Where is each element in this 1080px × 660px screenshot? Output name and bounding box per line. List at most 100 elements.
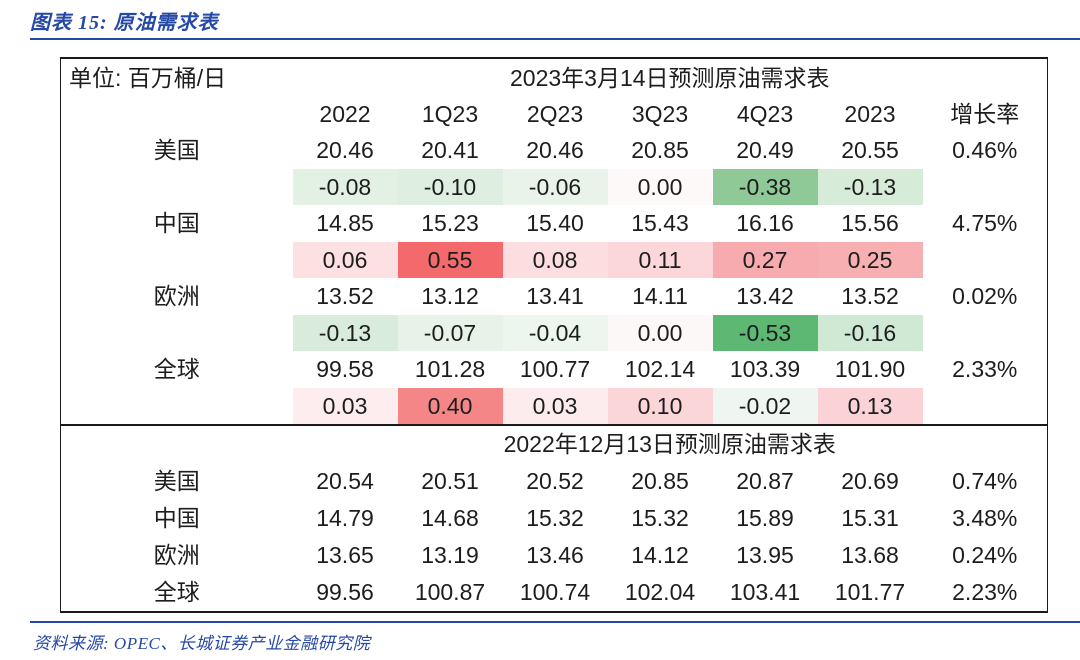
row-label: 全球: [153, 356, 200, 382]
row-label: 欧洲: [153, 283, 200, 309]
value-cell: 20.85: [631, 137, 689, 163]
value-cell: 101.28: [414, 356, 486, 382]
title-rule: [30, 38, 1080, 40]
column-header: 2Q23: [526, 101, 584, 127]
row-label: 中国: [153, 210, 200, 236]
section-title: 2022年12月13日预测原油需求表: [292, 424, 1048, 463]
value-cell: 13.65: [316, 542, 374, 568]
value-cell: 101.90: [834, 356, 906, 382]
delta-row: -0.13 -0.07 -0.04 0.00 -0.53 -0.16: [61, 315, 1048, 351]
delta-cell: 0.00: [607, 315, 713, 351]
delta-cell: -0.07: [397, 315, 503, 351]
value-cell: 14.85: [316, 210, 374, 236]
source-note: 资料来源: OPEC、长城证券产业金融研究院: [33, 634, 371, 653]
delta-cell: 0.06: [292, 242, 398, 278]
delta-cell: 0.03: [292, 388, 398, 425]
column-header-row: 2022 1Q23 2Q23 3Q23 4Q23 2023 增长率: [61, 97, 1048, 132]
column-header: 3Q23: [631, 101, 689, 127]
spacer-cell: [61, 315, 293, 351]
column-header: 2023: [844, 101, 896, 127]
value-cell: 102.14: [624, 356, 696, 382]
row-label: 美国: [153, 468, 200, 494]
delta-row: -0.08 -0.10 -0.06 0.00 -0.38 -0.13: [61, 169, 1048, 205]
spacer-cell: [61, 242, 293, 278]
spacer-cell: [61, 169, 293, 205]
delta-cell: -0.13: [292, 315, 398, 351]
figure-title: 图表 15: 原油需求表: [30, 12, 219, 34]
table-row: 欧洲 13.65 13.19 13.46 14.12 13.95 13.68 0.24%: [61, 537, 1048, 574]
spacer-cell: [923, 242, 1048, 278]
value-cell: 14.11: [632, 283, 688, 309]
value-cell: 103.39: [729, 356, 801, 382]
growth-cell: 0.24%: [952, 542, 1018, 568]
value-cell: 13.42: [736, 283, 794, 309]
delta-cell: 0.40: [397, 388, 503, 425]
delta-cell: -0.02: [712, 388, 818, 425]
table-row: 中国 14.79 14.68 15.32 15.32 15.89 15.31 3.48%: [61, 500, 1048, 537]
column-header: 1Q23: [421, 101, 479, 127]
row-label: 全球: [153, 579, 200, 605]
delta-cell: 0.25: [817, 242, 923, 278]
table-row: 美国 20.46 20.41 20.46 20.85 20.49 20.55 0.46%: [61, 132, 1048, 169]
value-cell: 13.68: [841, 542, 899, 568]
value-cell: 20.55: [841, 137, 899, 163]
delta-cell: -0.04: [502, 315, 608, 351]
value-cell: 20.54: [316, 468, 374, 494]
row-label: 中国: [153, 505, 200, 531]
column-header: 增长率: [950, 101, 1020, 127]
spacer-cell: [923, 315, 1048, 351]
value-cell: 102.04: [624, 579, 696, 605]
value-cell: 20.52: [526, 468, 584, 494]
value-cell: 15.89: [736, 505, 794, 531]
value-cell: 16.16: [736, 210, 794, 236]
value-cell: 13.12: [421, 283, 479, 309]
value-cell: 14.12: [631, 542, 689, 568]
value-cell: 15.32: [631, 505, 689, 531]
delta-cell: -0.10: [397, 169, 503, 205]
value-cell: 13.52: [316, 283, 374, 309]
value-cell: 14.68: [421, 505, 479, 531]
unit-label: 单位: 百万桶/日: [69, 64, 227, 91]
delta-cell: 0.10: [607, 388, 713, 425]
value-cell: 20.85: [631, 468, 689, 494]
value-cell: 15.43: [631, 210, 689, 236]
delta-cell: -0.13: [817, 169, 923, 205]
delta-cell: -0.53: [712, 315, 818, 351]
value-cell: 15.40: [526, 210, 584, 236]
growth-cell: 0.46%: [952, 137, 1018, 163]
delta-cell: 0.11: [607, 242, 713, 278]
growth-cell: 0.74%: [952, 468, 1018, 494]
delta-cell: -0.06: [502, 169, 608, 205]
delta-cell: 0.03: [502, 388, 608, 425]
delta-cell: -0.08: [292, 169, 398, 205]
growth-cell: 4.75%: [952, 210, 1018, 236]
value-cell: 101.77: [834, 579, 906, 605]
value-cell: 15.31: [841, 505, 899, 531]
value-cell: 20.41: [421, 137, 479, 163]
delta-cell: 0.00: [607, 169, 713, 205]
spacer-cell: [60, 424, 293, 463]
delta-cell: -0.16: [817, 315, 923, 351]
value-cell: 15.56: [841, 210, 899, 236]
table-header-row: 单位: 百万桶/日 2023年3月14日预测原油需求表: [61, 58, 1048, 97]
value-cell: 20.87: [736, 468, 794, 494]
footer-rule: [30, 621, 1080, 623]
delta-cell: 0.55: [397, 242, 503, 278]
delta-cell: -0.38: [712, 169, 818, 205]
value-cell: 15.23: [421, 210, 479, 236]
table-row: 中国 14.85 15.23 15.40 15.43 16.16 15.56 4.75%: [61, 205, 1048, 242]
delta-cell: 0.13: [817, 388, 923, 425]
spacer-cell: [923, 388, 1048, 425]
growth-cell: 3.48%: [952, 505, 1018, 531]
row-label: 欧洲: [153, 542, 200, 568]
column-header: 4Q23: [736, 101, 794, 127]
value-cell: 13.19: [421, 542, 479, 568]
value-cell: 99.58: [316, 356, 374, 382]
oil-demand-table: 单位: 百万桶/日 2023年3月14日预测原油需求表 2022 1Q23 2Q23 3Q…: [60, 57, 1049, 613]
value-cell: 15.32: [526, 505, 584, 531]
value-cell: 20.69: [841, 468, 899, 494]
value-cell: 13.41: [526, 283, 584, 309]
value-cell: 20.49: [736, 137, 794, 163]
column-header: 2022: [319, 101, 371, 127]
